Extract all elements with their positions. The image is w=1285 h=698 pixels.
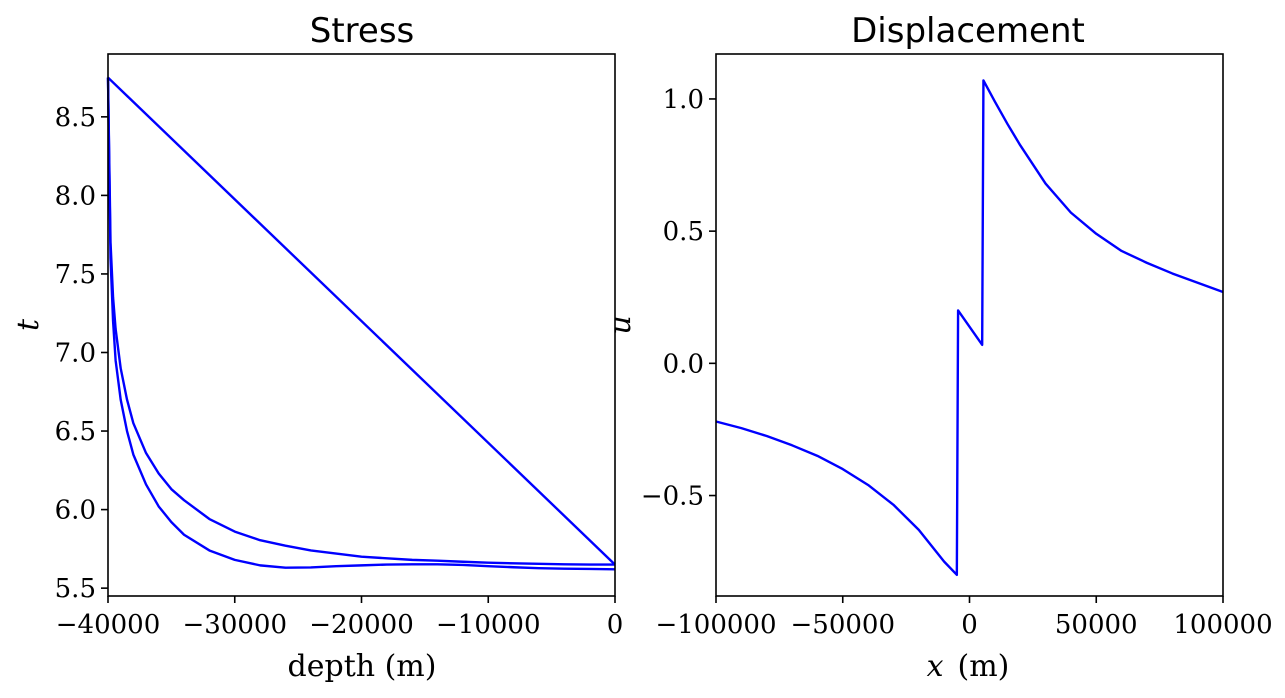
displacement-x-axis-label: x (m) xyxy=(927,649,1010,684)
stress-x-axis-label: depth (m) xyxy=(288,649,437,684)
stress-x-tick-label: −30000 xyxy=(183,610,288,640)
displacement-x-axis-unit: (m) xyxy=(958,649,1010,684)
displacement-x-tick-label: 0 xyxy=(961,610,978,640)
stress-ticks: −40000 −30000 −20000 −10000 0 5.5 6.0 6.5 7.0 7.5… xyxy=(55,103,624,640)
displacement-y-tick-label: 1.0 xyxy=(663,85,704,115)
displacement-y-tick-label: 0.5 xyxy=(663,217,704,247)
stress-x-tick-label: −10000 xyxy=(436,610,541,640)
displacement-axes-frame xyxy=(715,53,1224,597)
displacement-x-axis-var: x xyxy=(927,649,944,684)
displacement-x-tick-label: −100000 xyxy=(655,610,776,640)
stress-y-tick-label: 5.5 xyxy=(55,574,96,604)
displacement-y-axis-label: u xyxy=(603,315,638,334)
stress-x-tick-label: −40000 xyxy=(56,610,161,640)
stress-y-tick-label: 6.5 xyxy=(55,417,96,447)
displacement-y-tick-label: −0.5 xyxy=(641,482,704,512)
displacement-x-tick-label: 50000 xyxy=(1055,610,1138,640)
stress-y-tick-label: 7.5 xyxy=(55,260,96,290)
stress-y-tick-label: 8.0 xyxy=(55,181,96,211)
stress-series-group xyxy=(106,76,616,571)
stress-x-tick-label: −20000 xyxy=(309,610,414,640)
displacement-title: Displacement xyxy=(851,11,1085,51)
stress-series-line-2 xyxy=(106,77,615,566)
displacement-panel: Displacement −100000 −50000 0 50000 100000 −0… xyxy=(603,11,1273,684)
displacement-ticks: −100000 −50000 0 50000 100000 −0.5 0.0 0.5 1.0 xyxy=(641,85,1273,640)
stress-title: Stress xyxy=(310,11,415,51)
stress-y-tick-label: 6.0 xyxy=(55,496,96,526)
stress-series-line-3 xyxy=(107,76,616,566)
stress-y-axis-label: t xyxy=(11,318,46,331)
stress-axes-frame xyxy=(107,53,616,597)
stress-panel: Stress −40000 −30000 −20000 −10000 0 5.5 6.0 6.… xyxy=(11,11,623,684)
displacement-y-tick-label: 0.0 xyxy=(663,349,704,379)
stress-x-tick-label: 0 xyxy=(607,610,624,640)
stress-y-tick-label: 7.0 xyxy=(55,338,96,368)
stress-series-line-1 xyxy=(106,77,616,571)
displacement-series-group xyxy=(715,79,1224,577)
displacement-x-tick-label: 100000 xyxy=(1173,610,1272,640)
displacement-x-tick-label: −50000 xyxy=(791,610,896,640)
displacement-series-line-1 xyxy=(715,79,1224,577)
stress-y-tick-label: 8.5 xyxy=(55,103,96,133)
